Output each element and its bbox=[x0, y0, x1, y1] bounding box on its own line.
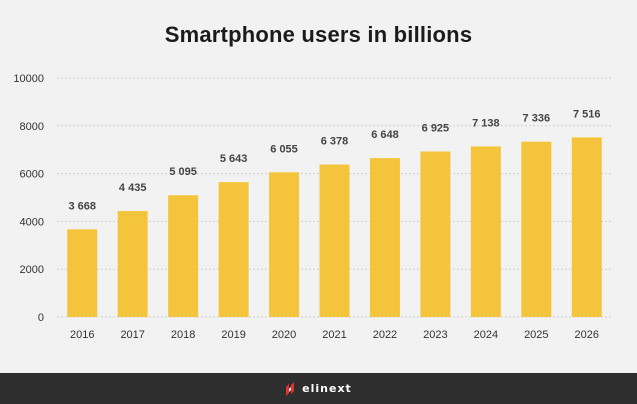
bar bbox=[369, 158, 400, 317]
data-label: 5 643 bbox=[220, 153, 248, 165]
data-label: 6 378 bbox=[321, 136, 349, 148]
data-label: 3 668 bbox=[68, 200, 96, 212]
y-tick-label: 4000 bbox=[20, 216, 44, 228]
data-label: 5 095 bbox=[169, 166, 197, 178]
bar bbox=[117, 211, 148, 317]
bar bbox=[420, 151, 451, 317]
chart-title: Smartphone users in billions bbox=[164, 22, 473, 47]
elinext-logo-icon bbox=[286, 381, 295, 396]
x-tick-label: 2016 bbox=[70, 329, 94, 341]
x-tick-label: 2026 bbox=[575, 329, 599, 341]
data-label: 7 336 bbox=[523, 113, 551, 125]
bar bbox=[67, 229, 98, 317]
data-label: 7 138 bbox=[472, 117, 500, 129]
x-tick-label: 2023 bbox=[423, 329, 447, 341]
data-label: 7 516 bbox=[573, 108, 601, 120]
data-label: 4 435 bbox=[119, 182, 147, 194]
x-tick-label: 2024 bbox=[474, 329, 498, 341]
x-tick-label: 2017 bbox=[120, 329, 144, 341]
bar bbox=[168, 195, 199, 317]
data-label: 6 055 bbox=[270, 143, 298, 155]
y-tick-label: 8000 bbox=[20, 121, 44, 133]
bar bbox=[571, 137, 602, 317]
x-tick-label: 2020 bbox=[272, 329, 296, 341]
x-tick-label: 2025 bbox=[524, 329, 548, 341]
y-tick-label: 10000 bbox=[13, 73, 44, 85]
bar bbox=[218, 182, 249, 317]
brand-logo: elinext bbox=[285, 381, 352, 397]
bar bbox=[319, 164, 350, 317]
x-tick-label: 2018 bbox=[171, 329, 195, 341]
data-label: 6 925 bbox=[422, 122, 450, 134]
bar bbox=[269, 172, 300, 317]
brand-name: elinext bbox=[302, 382, 352, 395]
x-tick-label: 2019 bbox=[221, 329, 245, 341]
y-tick-label: 0 bbox=[38, 312, 44, 324]
bar bbox=[521, 141, 552, 317]
footer-bar: elinext bbox=[0, 373, 637, 404]
x-tick-label: 2022 bbox=[373, 329, 397, 341]
y-tick-label: 6000 bbox=[20, 169, 44, 181]
bar bbox=[470, 146, 501, 317]
bar-chart: 0 2000 4000 6000 8000 10000 3 668 2016 4 435 2017… bbox=[13, 73, 612, 341]
data-label: 6 648 bbox=[371, 129, 399, 141]
y-tick-label: 2000 bbox=[20, 264, 44, 276]
x-tick-label: 2021 bbox=[322, 329, 346, 341]
